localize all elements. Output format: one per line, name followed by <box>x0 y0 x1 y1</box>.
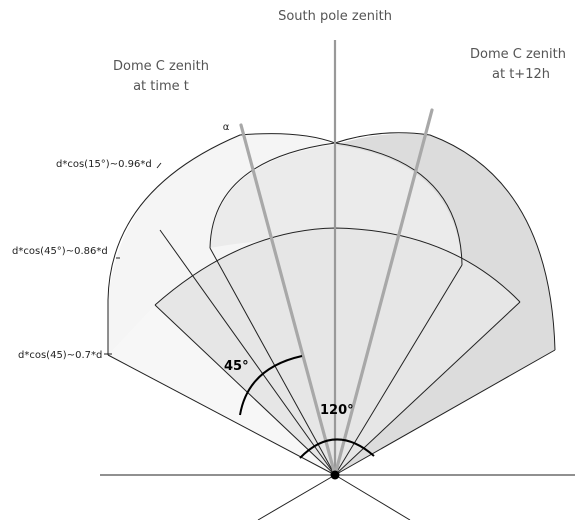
d-cos15-label: d*cos(15°)~0.96*d <box>56 159 152 170</box>
tick-15 <box>156 162 162 169</box>
shaded-regions <box>108 133 555 475</box>
dome-c-zenith-t-label-line1: Dome C zenith <box>113 59 209 74</box>
observer-point <box>330 470 340 480</box>
dome-c-zenith-t-line <box>239 123 337 477</box>
horizon <box>100 474 575 520</box>
zenith-lines <box>239 40 434 477</box>
fan-ray-4 <box>334 301 521 476</box>
angle-arcs <box>239 355 375 459</box>
dome-c-zenith-t12-line <box>333 108 434 477</box>
fan-ray-3 <box>334 264 463 476</box>
angle-120-arc <box>299 438 375 459</box>
ground-line-right <box>334 474 411 520</box>
outlines <box>107 132 556 476</box>
dome-c-zenith-t12-label-line2: at t+12h <box>492 67 550 82</box>
tick-marks <box>104 162 162 355</box>
fan-ray-1 <box>154 304 336 476</box>
fan-ray-2 <box>209 247 336 476</box>
labels: South pole zenith Dome C zenith at time … <box>12 9 566 418</box>
ground-line-left <box>257 474 336 520</box>
lower-left-region <box>108 305 335 475</box>
angle-120-label: 120° <box>320 403 354 418</box>
d-cos45-b-label: d*cos(45)~0.7*d <box>18 350 102 361</box>
d-cos45-label: d*cos(45°)~0.86*d <box>12 246 108 257</box>
angle-45-arc <box>239 355 303 416</box>
south-pole-zenith-label: South pole zenith <box>278 9 392 24</box>
dome-c-zenith-t-label-line2: at time t <box>133 79 189 94</box>
dome-c-zenith-t12-label-line1: Dome C zenith <box>470 47 566 62</box>
lower-fan-region <box>155 228 520 475</box>
fan-edge-left <box>107 354 336 476</box>
angle-45-label: 45° <box>224 359 249 374</box>
alpha-label: α <box>223 122 230 133</box>
fan-ray-5 <box>159 229 336 476</box>
